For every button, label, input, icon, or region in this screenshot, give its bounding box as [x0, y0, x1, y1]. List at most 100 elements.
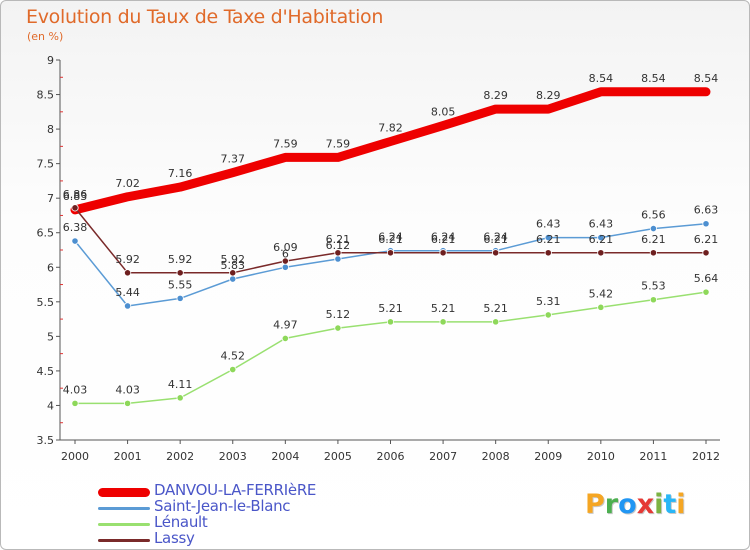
data-label: 4.03	[63, 383, 88, 396]
data-point	[176, 394, 184, 402]
logo-letter: t	[663, 489, 677, 520]
data-point	[649, 249, 658, 257]
data-point	[71, 237, 79, 245]
data-label: 5.83	[221, 259, 246, 272]
legend-item: Saint-Jean-le-Blanc	[98, 497, 418, 516]
data-point	[71, 399, 79, 407]
data-label: 7.59	[273, 137, 298, 150]
data-point	[702, 220, 710, 228]
data-point	[123, 302, 132, 310]
x-tick-label: 2010	[587, 450, 615, 463]
data-point	[386, 249, 395, 257]
data-point	[439, 318, 447, 326]
data-point	[281, 257, 289, 265]
legend-label: DANVOU-LA-FERRIèRE	[154, 481, 317, 499]
data-point	[544, 249, 552, 257]
x-tick-label: 2001	[114, 450, 142, 463]
x-tick-label: 2002	[166, 450, 194, 463]
chart-title: Evolution du Taux de Taxe d'Habitation	[26, 6, 384, 28]
data-label: 5.21	[431, 302, 456, 315]
data-point	[492, 318, 500, 326]
data-label: 6.56	[641, 209, 666, 222]
data-label: 5.21	[378, 302, 403, 315]
x-tick-label: 2003	[219, 450, 247, 463]
x-tick-label: 2000	[61, 450, 89, 463]
data-label: 6.63	[694, 204, 719, 217]
data-label: 8.54	[694, 72, 719, 85]
data-point	[702, 288, 710, 296]
data-label: 4.11	[168, 378, 193, 391]
legend-swatch	[98, 538, 150, 542]
data-point	[123, 399, 132, 407]
y-tick-label: 5	[47, 330, 54, 343]
data-point	[334, 249, 342, 257]
data-point	[597, 249, 605, 257]
data-label: 6.21	[483, 233, 508, 246]
data-label: 5.53	[641, 280, 666, 293]
data-label: 6.21	[589, 233, 614, 246]
legend-swatch	[98, 522, 150, 526]
data-label: 5.44	[115, 286, 140, 299]
legend-swatch	[98, 506, 150, 510]
y-tick-label: 8.5	[37, 89, 55, 102]
data-point	[71, 204, 79, 212]
y-tick-label: 7	[47, 192, 54, 205]
data-label: 6.21	[536, 233, 561, 246]
data-point	[649, 224, 658, 233]
data-point	[281, 263, 289, 271]
series-line-0	[70, 87, 711, 215]
logo-letter: i	[676, 489, 686, 520]
data-label: 6.21	[431, 233, 456, 246]
y-tick-label: 4.5	[37, 365, 55, 378]
y-tick-label: 7.5	[37, 158, 55, 171]
y-tick-label: 5.5	[37, 296, 55, 309]
data-label: 4.97	[273, 318, 298, 331]
data-point	[176, 269, 184, 277]
data-label: 7.02	[115, 177, 140, 190]
y-tick-label: 3.5	[37, 434, 55, 447]
data-label: 4.52	[221, 350, 246, 363]
data-label: 6.38	[63, 221, 88, 234]
x-tick-label: 2006	[377, 450, 405, 463]
data-label: 6.24	[378, 231, 403, 244]
proxiti-logo: Proxiti	[585, 489, 686, 520]
data-label: 5.92	[168, 253, 193, 266]
data-label: 6.12	[326, 239, 351, 252]
data-label: 8.29	[483, 89, 508, 102]
data-label: 6.86	[63, 188, 88, 201]
data-label: 5.55	[168, 278, 193, 291]
data-point	[281, 334, 289, 343]
data-label: 8.29	[536, 89, 561, 102]
data-label: 6.21	[378, 233, 403, 246]
data-label: 6.21	[326, 233, 351, 246]
data-label: 4.03	[115, 383, 140, 396]
legend-label: Saint-Jean-le-Blanc	[154, 497, 291, 515]
logo-letter: i	[654, 489, 664, 520]
data-label: 6.24	[431, 231, 456, 244]
data-label: 6.21	[694, 233, 719, 246]
x-tick-label: 2007	[429, 450, 457, 463]
x-tick-label: 2011	[639, 450, 667, 463]
unit-label: (en %)	[27, 30, 64, 43]
data-label: 5.21	[483, 302, 508, 315]
data-point	[334, 324, 342, 332]
data-point	[386, 318, 395, 326]
data-point	[439, 249, 447, 257]
data-point	[229, 269, 237, 277]
data-point	[649, 296, 658, 304]
y-tick-label: 9	[47, 54, 54, 67]
logo-letter: o	[618, 489, 637, 520]
logo-letter: x	[636, 489, 655, 520]
data-point	[176, 294, 184, 302]
data-label: 6.09	[273, 241, 298, 254]
x-tick-label: 2004	[271, 450, 299, 463]
data-label: 5.92	[221, 253, 246, 266]
data-label: 5.31	[536, 295, 561, 308]
data-point	[544, 233, 552, 242]
data-label: 5.92	[115, 253, 140, 266]
data-label: 8.05	[431, 106, 456, 119]
x-tick-label: 2008	[482, 450, 510, 463]
data-label: 5.42	[589, 287, 614, 300]
y-tick-label: 8	[47, 123, 54, 136]
